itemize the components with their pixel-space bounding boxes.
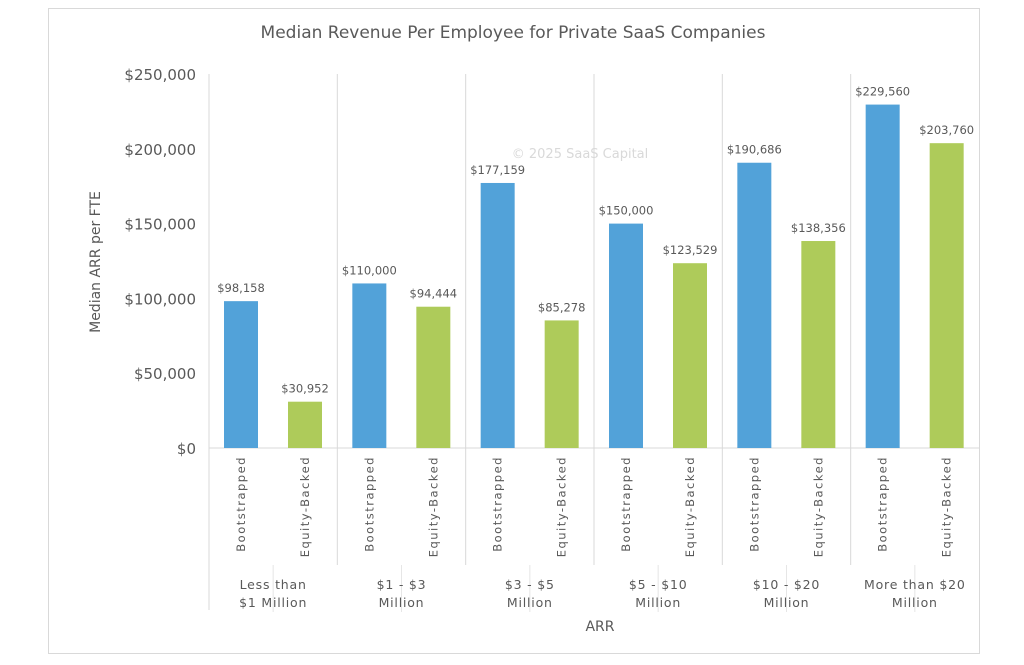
data-label: $98,158 xyxy=(217,281,265,295)
group-label: Million xyxy=(635,595,681,610)
y-tick-label: $50,000 xyxy=(134,365,196,383)
bar-equity-backed xyxy=(801,241,836,448)
bar-bootstrapped xyxy=(480,182,515,448)
y-axis-title: Median ARR per FTE xyxy=(88,191,104,333)
bar-bootstrapped xyxy=(352,283,387,448)
category-label: Equity-Backed xyxy=(811,456,825,557)
y-tick-label: $100,000 xyxy=(124,290,196,308)
category-label: Bootstrapped xyxy=(234,456,248,552)
data-label: $110,000 xyxy=(342,263,397,277)
bar-equity-backed xyxy=(416,306,451,448)
category-label: Equity-Backed xyxy=(940,456,954,557)
bar-bootstrapped xyxy=(224,301,258,448)
group-label: $5 - $10 xyxy=(629,577,688,592)
x-axis-title: ARR xyxy=(585,619,614,635)
category-label: Equity-Backed xyxy=(426,456,440,557)
chart-title: Median Revenue Per Employee for Private … xyxy=(261,23,766,43)
group-label: $1 - $3 xyxy=(377,577,427,592)
category-label: Bootstrapped xyxy=(619,456,633,552)
bar-equity-backed xyxy=(673,263,707,448)
bar-bootstrapped xyxy=(609,223,643,448)
y-tick-label: $0 xyxy=(177,440,196,458)
group-label: $10 - $20 xyxy=(753,577,820,592)
watermark: © 2025 SaaS Capital xyxy=(512,147,649,162)
data-label: $203,760 xyxy=(919,123,974,137)
group-label: Less than xyxy=(240,577,307,592)
group-label: More than $20 xyxy=(864,577,966,592)
category-label: Equity-Backed xyxy=(555,456,569,557)
data-label: $177,159 xyxy=(470,163,525,177)
y-tick-label: $200,000 xyxy=(124,141,196,159)
group-label: Million xyxy=(892,595,938,610)
chart-frame xyxy=(48,8,980,654)
y-tick-label: $150,000 xyxy=(124,216,196,234)
bar-equity-backed xyxy=(544,320,579,448)
data-label: $85,278 xyxy=(538,300,586,314)
data-label: $30,952 xyxy=(281,382,329,396)
category-label: Bootstrapped xyxy=(362,456,376,552)
category-label: Equity-Backed xyxy=(683,456,697,557)
category-label: Equity-Backed xyxy=(298,456,312,557)
bar-equity-backed xyxy=(288,401,322,448)
category-label: Bootstrapped xyxy=(491,456,505,552)
bar-bootstrapped xyxy=(865,104,900,448)
data-label: $150,000 xyxy=(599,204,654,218)
data-label: $123,529 xyxy=(663,243,718,257)
data-label: $229,560 xyxy=(855,85,910,99)
bar-bootstrapped xyxy=(737,162,772,448)
group-label: Million xyxy=(379,595,425,610)
category-label: Bootstrapped xyxy=(747,456,761,552)
y-tick-label: $250,000 xyxy=(124,66,196,84)
group-label: $1 Million xyxy=(239,595,307,610)
data-label: $94,444 xyxy=(410,287,458,301)
data-label: $138,356 xyxy=(791,221,846,235)
bar-equity-backed xyxy=(929,143,964,448)
group-label: $3 - $5 xyxy=(505,577,555,592)
category-label: Bootstrapped xyxy=(876,456,890,552)
data-label: $190,686 xyxy=(727,143,782,157)
group-label: Million xyxy=(764,595,810,610)
group-label: Million xyxy=(507,595,553,610)
